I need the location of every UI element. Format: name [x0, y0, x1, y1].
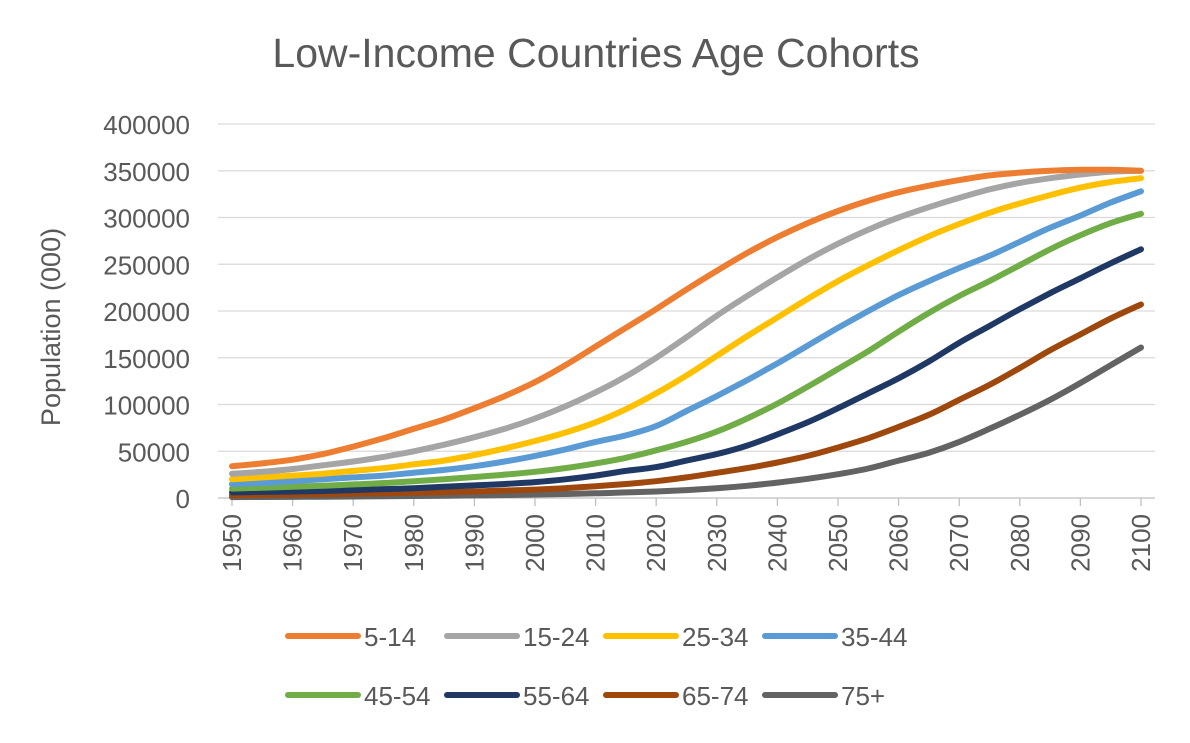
x-tick-label: 2050 — [823, 514, 853, 572]
y-tick-label: 50000 — [118, 437, 190, 467]
legend-label: 25-34 — [682, 622, 749, 652]
y-tick-label: 350000 — [103, 157, 190, 187]
x-tick-label: 1980 — [399, 514, 429, 572]
x-tick-label: 2030 — [702, 514, 732, 572]
y-tick-label: 250000 — [103, 250, 190, 280]
y-tick-label: 300000 — [103, 204, 190, 234]
series-line-15-24 — [229, 167, 1144, 477]
legend-label: 55-64 — [523, 681, 590, 711]
x-tick-label: 2000 — [520, 514, 550, 572]
x-tick-label: 2060 — [884, 514, 914, 572]
series-line-65-74 — [229, 301, 1144, 499]
x-tick-label: 1950 — [217, 514, 247, 572]
x-tick-label: 1960 — [278, 514, 308, 572]
x-tick-label: 2100 — [1126, 514, 1156, 572]
series-line-45-54 — [229, 210, 1144, 492]
series-lines — [229, 166, 1144, 501]
x-tick-label: 2010 — [581, 514, 611, 572]
legend-label: 75+ — [841, 681, 885, 711]
y-tick-label: 100000 — [103, 391, 190, 421]
legend-label: 35-44 — [841, 622, 908, 652]
legend-label: 65-74 — [682, 681, 749, 711]
y-tick-labels: 0 50000 100000 150000 200000 250000 300000 3500… — [103, 110, 190, 514]
gridlines — [218, 123, 1155, 499]
x-tick-label: 2020 — [641, 514, 671, 572]
y-tick-label: 0 — [176, 484, 190, 514]
series-line-35-44 — [229, 188, 1144, 487]
legend-label: 15-24 — [523, 622, 590, 652]
x-tick-label: 1990 — [459, 514, 489, 572]
x-tick-label: 2090 — [1065, 514, 1095, 572]
x-tick-label: 2070 — [944, 514, 974, 572]
series-line-25-34 — [229, 175, 1144, 483]
x-tick-labels: 1950 1960 1970 1980 1990 2000 2010 2020 2030 2040… — [217, 498, 1156, 572]
legend-label: 45-54 — [364, 681, 431, 711]
series-line-5-14 — [229, 166, 1144, 470]
legend: 5-14 15-24 25-34 35-44 45-54 55-64 65-74 75+ — [285, 622, 908, 711]
series-line-55-64 — [229, 246, 1144, 496]
y-tick-label: 150000 — [103, 344, 190, 374]
x-tick-label: 1970 — [338, 514, 368, 572]
chart-title: Low-Income Countries Age Cohorts — [272, 30, 919, 76]
y-tick-label: 200000 — [103, 297, 190, 327]
y-axis-label: Population (000) — [36, 228, 66, 426]
x-tick-label: 2080 — [1005, 514, 1035, 572]
legend-label: 5-14 — [364, 622, 416, 652]
y-tick-label: 400000 — [103, 110, 190, 140]
x-tick-label: 2040 — [762, 514, 792, 572]
